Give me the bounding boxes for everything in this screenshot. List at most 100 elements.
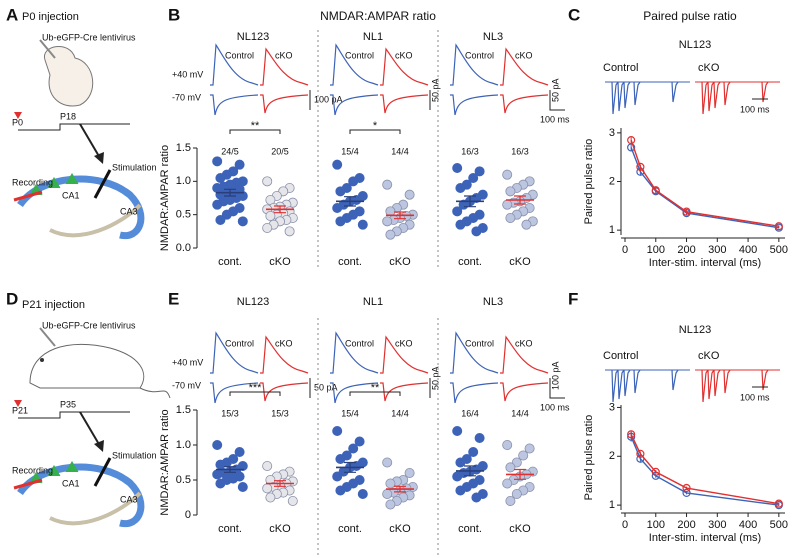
trace: [450, 331, 499, 374]
trace: [633, 369, 641, 394]
scale-label: 50 pA: [314, 382, 338, 392]
y-tick-label: 1.0: [176, 175, 191, 187]
panel-label: C: [568, 5, 580, 24]
y-tick-label: 0.5: [176, 209, 191, 221]
trace: [671, 369, 679, 391]
group-title: NL3: [483, 31, 503, 43]
scale-label: 100 pA: [550, 361, 560, 390]
trace: [210, 94, 259, 116]
trace: [500, 94, 549, 114]
trace: [210, 382, 259, 404]
trace: [380, 335, 429, 374]
trace: [707, 369, 715, 400]
trace-label: Control: [225, 338, 254, 348]
marker: [651, 467, 660, 477]
x-tick-label: 500: [770, 519, 788, 531]
trace-label: cKO: [275, 50, 293, 60]
timeline: [18, 123, 130, 131]
timeline: [18, 411, 130, 419]
trace: [380, 94, 429, 114]
dot: [348, 443, 359, 454]
x-tick-label: cont.: [458, 523, 482, 535]
scale-label: 50 pA: [430, 78, 440, 102]
sig-label: **: [371, 382, 380, 394]
x-axis-label: Inter-stim. interval (ms): [649, 532, 761, 544]
trace: [450, 43, 499, 86]
recording-label: Recording: [12, 465, 53, 475]
sig-bracket: [349, 129, 401, 134]
trace: [611, 369, 619, 403]
trace: [623, 369, 631, 397]
rec-electrode: [13, 478, 43, 490]
trace: [761, 81, 769, 103]
dot: [474, 166, 485, 177]
ca3-label: CA3: [120, 494, 138, 504]
y-axis-label: Paired pulse ratio: [583, 139, 595, 225]
scale-label: 100 ms: [540, 114, 570, 124]
dot: [468, 172, 479, 183]
y-tick-label: 0.5: [176, 474, 191, 486]
trace-label: Control: [465, 50, 494, 60]
x-tick-label: cont.: [458, 256, 482, 268]
needle: [39, 327, 56, 347]
dot: [332, 471, 343, 482]
x-tick-label: cont.: [338, 256, 362, 268]
dot: [262, 483, 273, 494]
y-tick-label: 0.0: [176, 242, 191, 254]
dot: [404, 189, 415, 200]
x-tick-label: cont.: [218, 523, 242, 535]
arrow-head: [94, 440, 104, 452]
dot: [262, 460, 273, 471]
sig-label: ***: [249, 382, 263, 394]
injection-marker: [14, 112, 22, 119]
hippocampus: [17, 175, 145, 240]
dot: [505, 186, 516, 197]
dot: [335, 216, 346, 227]
panel-title: Paired pulse ratio: [643, 9, 737, 23]
dot: [452, 425, 463, 436]
dot: [471, 492, 482, 503]
error-bar: [514, 195, 526, 205]
marker: [774, 499, 783, 508]
dot: [502, 169, 513, 180]
dot: [265, 492, 276, 503]
trace-label: Control: [345, 338, 374, 348]
dentate: [49, 491, 142, 526]
dot: [335, 485, 346, 496]
dot: [237, 216, 248, 227]
y-tick-label: 2: [609, 175, 615, 187]
trace-label: Control: [225, 50, 254, 60]
dot: [335, 186, 346, 197]
dot: [382, 457, 393, 468]
group-title: NL1: [363, 31, 383, 43]
pup: [44, 45, 94, 107]
dot: [348, 176, 359, 187]
n-label: 16/4: [461, 408, 479, 418]
diagrams: P0 injection Ub-eGFP-Cre lentivirus P0 P18 R…: [12, 11, 171, 528]
x-tick-label: 400: [739, 519, 757, 531]
dot: [332, 202, 343, 213]
dot: [502, 199, 513, 210]
voltage-label: -70 mV: [172, 380, 201, 390]
voltage-label: +40 mV: [172, 69, 203, 79]
dot: [221, 209, 232, 220]
ca1-label: CA1: [62, 478, 80, 488]
trace-label: cKO: [698, 350, 720, 362]
x-tick-label: cont.: [218, 256, 242, 268]
sig-bracket: [229, 391, 281, 396]
dot: [382, 488, 393, 499]
trace-label: Control: [465, 338, 494, 348]
trace-label: Control: [603, 62, 638, 74]
marker: [651, 186, 660, 195]
error-bar: [464, 465, 476, 477]
trace: [723, 81, 731, 106]
error-bar: [274, 480, 286, 487]
trace: [260, 94, 309, 114]
n-label: 14/4: [391, 146, 409, 156]
trace: [617, 81, 625, 112]
dot: [474, 432, 485, 443]
dot: [502, 439, 513, 450]
sig-label: **: [251, 120, 260, 132]
x-tick-label: 500: [770, 244, 788, 256]
